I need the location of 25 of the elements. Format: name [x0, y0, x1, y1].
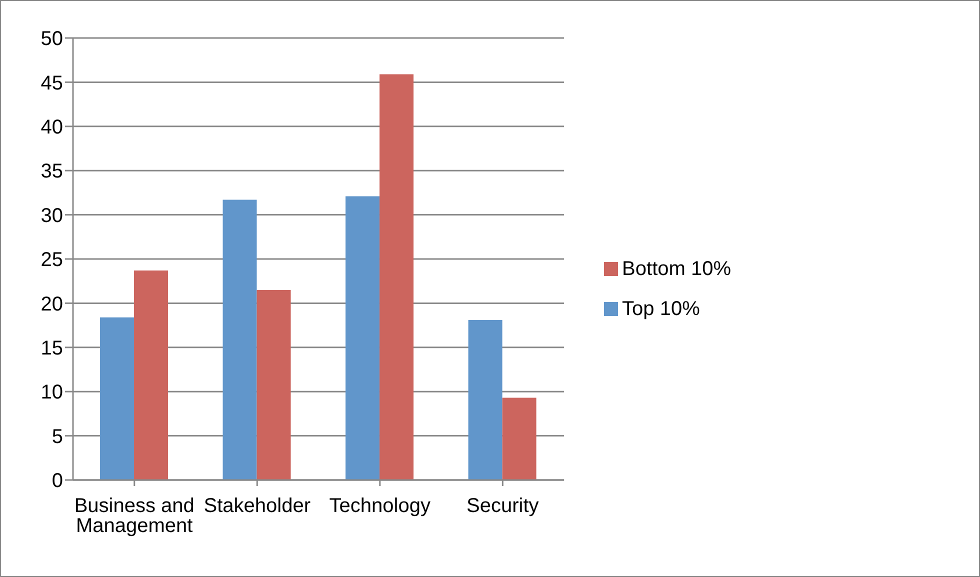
bar: [256, 290, 291, 480]
y-tick-label: 15: [40, 338, 63, 360]
legend-label: Top 10%: [622, 298, 700, 320]
y-tick-label: 45: [40, 72, 63, 94]
bar: [346, 196, 380, 480]
y-tick-label: 10: [40, 382, 63, 404]
y-tick-label: 5: [52, 426, 63, 448]
x-tick-label: Business and Management: [74, 495, 194, 538]
bar: [502, 398, 536, 480]
bar: [380, 74, 414, 480]
y-tick-label: 25: [40, 249, 63, 272]
x-tick-label: Stakeholder: [204, 495, 311, 518]
bar: [100, 317, 134, 480]
y-tick-label: 50: [40, 28, 63, 50]
bar: [134, 270, 168, 480]
x-tick-label: Security: [466, 495, 539, 518]
y-tick-label: 30: [40, 204, 63, 227]
x-tick-label: Technology: [329, 495, 430, 518]
y-tick-label: 40: [40, 116, 63, 138]
y-tick-label: 0: [52, 470, 63, 492]
y-tick-label: 35: [40, 160, 63, 183]
bar: [468, 320, 502, 480]
legend-label: Bottom 10%: [622, 258, 731, 280]
bar: [222, 200, 257, 480]
y-tick-label: 20: [40, 293, 63, 316]
